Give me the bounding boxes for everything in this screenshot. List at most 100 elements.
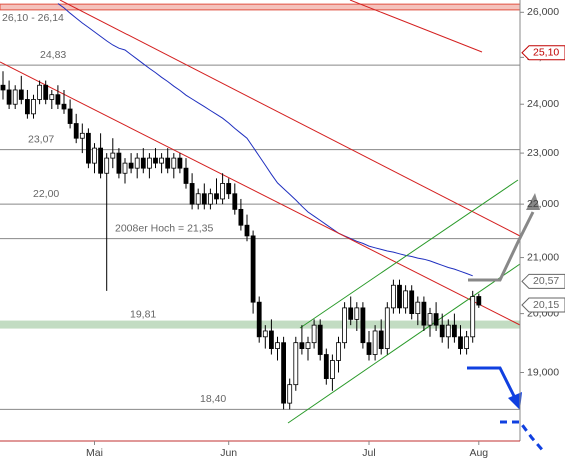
x-tick-label: Jul [362, 447, 375, 459]
candle-body [153, 157, 158, 164]
candle-body [86, 132, 91, 164]
channel-line [299, 179, 519, 329]
candle-body [122, 162, 128, 174]
candle-body [195, 193, 201, 205]
price-tag-label: 25,10 [533, 47, 559, 59]
candle-body [342, 307, 348, 344]
candle-body [366, 342, 372, 355]
candle-body [0, 84, 6, 91]
candle-body [214, 193, 219, 200]
y-tick-label: 19,000 [527, 366, 559, 378]
candle-body [31, 99, 36, 115]
candle-body [201, 193, 207, 205]
candle-body [451, 324, 457, 338]
candle-body [232, 193, 238, 210]
candle-body [110, 152, 116, 159]
candle-body [275, 342, 280, 349]
candle-body [458, 336, 463, 349]
candle-body [18, 89, 24, 100]
candle-body [98, 147, 103, 174]
candle-body [12, 89, 18, 105]
trend-line [0, 61, 521, 326]
candle-body [329, 360, 335, 379]
candle-body [360, 307, 366, 344]
x-tick-label: Aug [469, 447, 488, 459]
candle-body [79, 132, 85, 139]
candle-body [323, 354, 329, 379]
candle-body [336, 342, 341, 361]
candle-body [421, 301, 427, 326]
candle-body [415, 301, 421, 315]
candle-body [49, 94, 55, 100]
candle-body [67, 108, 73, 124]
candle-body [177, 157, 183, 169]
trend-line [349, 0, 483, 53]
trend-line [59, 0, 521, 237]
arrow-down [467, 366, 516, 397]
candle-body [165, 157, 171, 169]
price-tag [521, 45, 565, 61]
candle-body [146, 157, 152, 169]
candle-body [281, 342, 287, 404]
annotations [0, 0, 547, 454]
candle-body [250, 235, 256, 303]
candle-body [37, 84, 42, 100]
candle-body [189, 183, 195, 205]
candle-body [384, 307, 390, 349]
candle-body [299, 342, 305, 349]
y-tick-label: 23,000 [527, 147, 559, 159]
candle-body [403, 290, 409, 309]
candle-body [470, 296, 476, 338]
candle-body [287, 384, 293, 404]
candle-body [397, 284, 402, 309]
arrow-dashed [500, 420, 547, 454]
candle-body [116, 152, 122, 174]
candle-body [43, 84, 49, 100]
candle-body [390, 284, 396, 309]
price-tag [521, 273, 565, 289]
candle-body [409, 290, 415, 315]
y-tick-label: 24,000 [527, 98, 559, 110]
candle-body [159, 157, 165, 164]
level-label: 26,10 - 26,14 [2, 12, 64, 24]
candle-body [433, 313, 439, 326]
candle-body [464, 336, 470, 349]
candle-body [55, 94, 61, 105]
candle-body [183, 167, 189, 184]
candle-body [226, 183, 232, 195]
candle-body [378, 330, 384, 349]
level-label: 18,40 [200, 393, 226, 405]
y-tick-label: 22,000 [527, 198, 559, 210]
candle-body [134, 157, 140, 169]
level-label: 22,00 [33, 188, 59, 200]
candle-body [207, 193, 213, 205]
x-tick-label: Mai [86, 447, 103, 459]
candle-body [244, 224, 250, 237]
price-tag [521, 297, 565, 313]
candle-body [128, 162, 134, 169]
candle-body [476, 296, 482, 306]
candle-body [92, 147, 97, 164]
channel-line [287, 263, 521, 424]
candle-body [61, 103, 67, 110]
candle-body [140, 157, 146, 169]
candle-body [439, 324, 445, 338]
arrow-up [468, 211, 535, 282]
y-tick-label: 21,000 [527, 251, 559, 263]
level-label: 24,83 [40, 49, 66, 61]
candle-body [6, 89, 12, 105]
price-tag-label: 20,15 [533, 299, 559, 311]
candle-body [220, 183, 226, 200]
candle-body [104, 157, 110, 174]
candle-body [293, 342, 299, 386]
candle-body [317, 324, 323, 355]
candle-body [171, 157, 177, 169]
candle-body [262, 330, 268, 338]
candle-body [427, 313, 433, 326]
price-tag-label: 20,57 [533, 275, 559, 287]
candle-body [238, 208, 244, 226]
candle-body [24, 99, 30, 115]
moving-average [57, 3, 473, 277]
candle-body [311, 324, 317, 344]
